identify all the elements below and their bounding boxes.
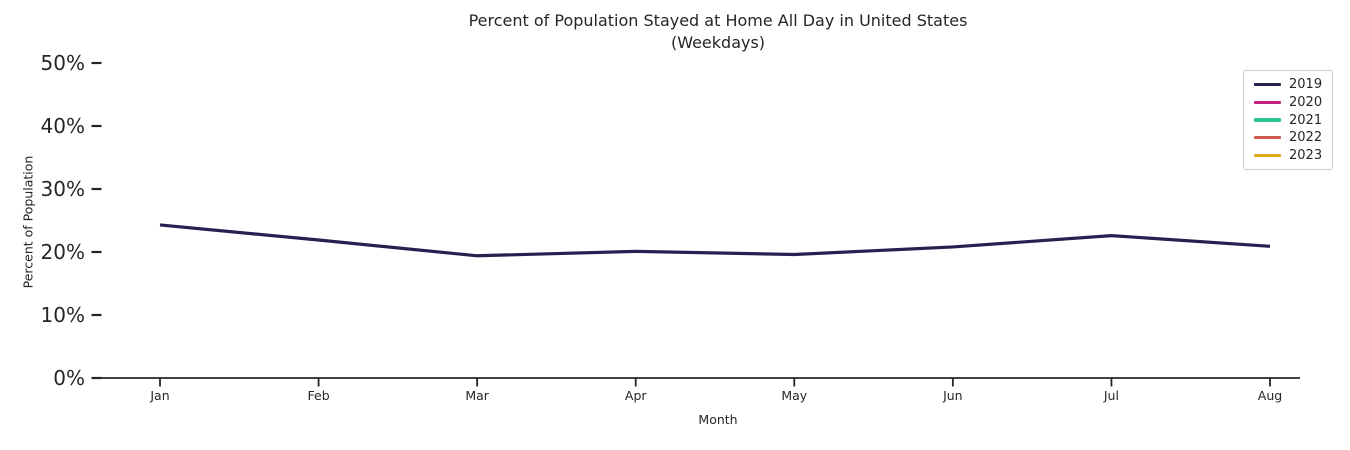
legend-label-2020: 2020: [1289, 94, 1323, 110]
legend-item-2023: 2023: [1254, 148, 1322, 163]
legend-swatch-2021: [1254, 118, 1281, 122]
chart-title-block: Percent of Population Stayed at Home All…: [97, 10, 1339, 54]
x-tick-label-aug: Aug: [1258, 388, 1282, 403]
x-tick-label-apr: Apr: [625, 388, 647, 403]
x-tick-label-jun: Jun: [942, 388, 963, 403]
legend-item-2021: 2021: [1254, 113, 1322, 128]
series-line-2019: [159, 223, 1271, 258]
x-tick-label-may: May: [781, 388, 807, 403]
x-axis-title: Month: [698, 412, 738, 427]
legend: 2019 2020 2021 2022 2023: [1243, 70, 1334, 170]
legend-item-2020: 2020: [1254, 95, 1322, 110]
y-tick-label: 10%: [41, 303, 85, 327]
y-tick-label: 40%: [41, 114, 85, 138]
x-tick-label-feb: Feb: [308, 388, 330, 403]
x-tick-label-jul: Jul: [1103, 388, 1119, 403]
y-tick-label: 20%: [41, 240, 85, 264]
legend-item-2019: 2019: [1254, 77, 1322, 92]
legend-label-2019: 2019: [1289, 77, 1323, 92]
legend-swatch-2020: [1254, 100, 1281, 104]
legend-swatch-2019: [1254, 82, 1281, 87]
y-tick-label: 0%: [53, 366, 85, 390]
chart-subtitle: (Weekdays): [670, 33, 766, 52]
x-tick-label-mar: Mar: [465, 388, 489, 403]
legend-label-2022: 2022: [1289, 130, 1323, 146]
y-tick-label: 50%: [41, 51, 85, 75]
chart-title: Percent of Population Stayed at Home All…: [468, 11, 968, 30]
legend-item-2022: 2022: [1254, 130, 1322, 145]
y-tick-label: 30%: [41, 177, 85, 201]
legend-swatch-2022: [1254, 136, 1281, 140]
legend-label-2021: 2021: [1289, 112, 1323, 128]
legend-label-2023: 2023: [1289, 148, 1323, 163]
x-tick-label-jan: Jan: [149, 388, 169, 403]
legend-swatch-2023: [1254, 153, 1281, 158]
